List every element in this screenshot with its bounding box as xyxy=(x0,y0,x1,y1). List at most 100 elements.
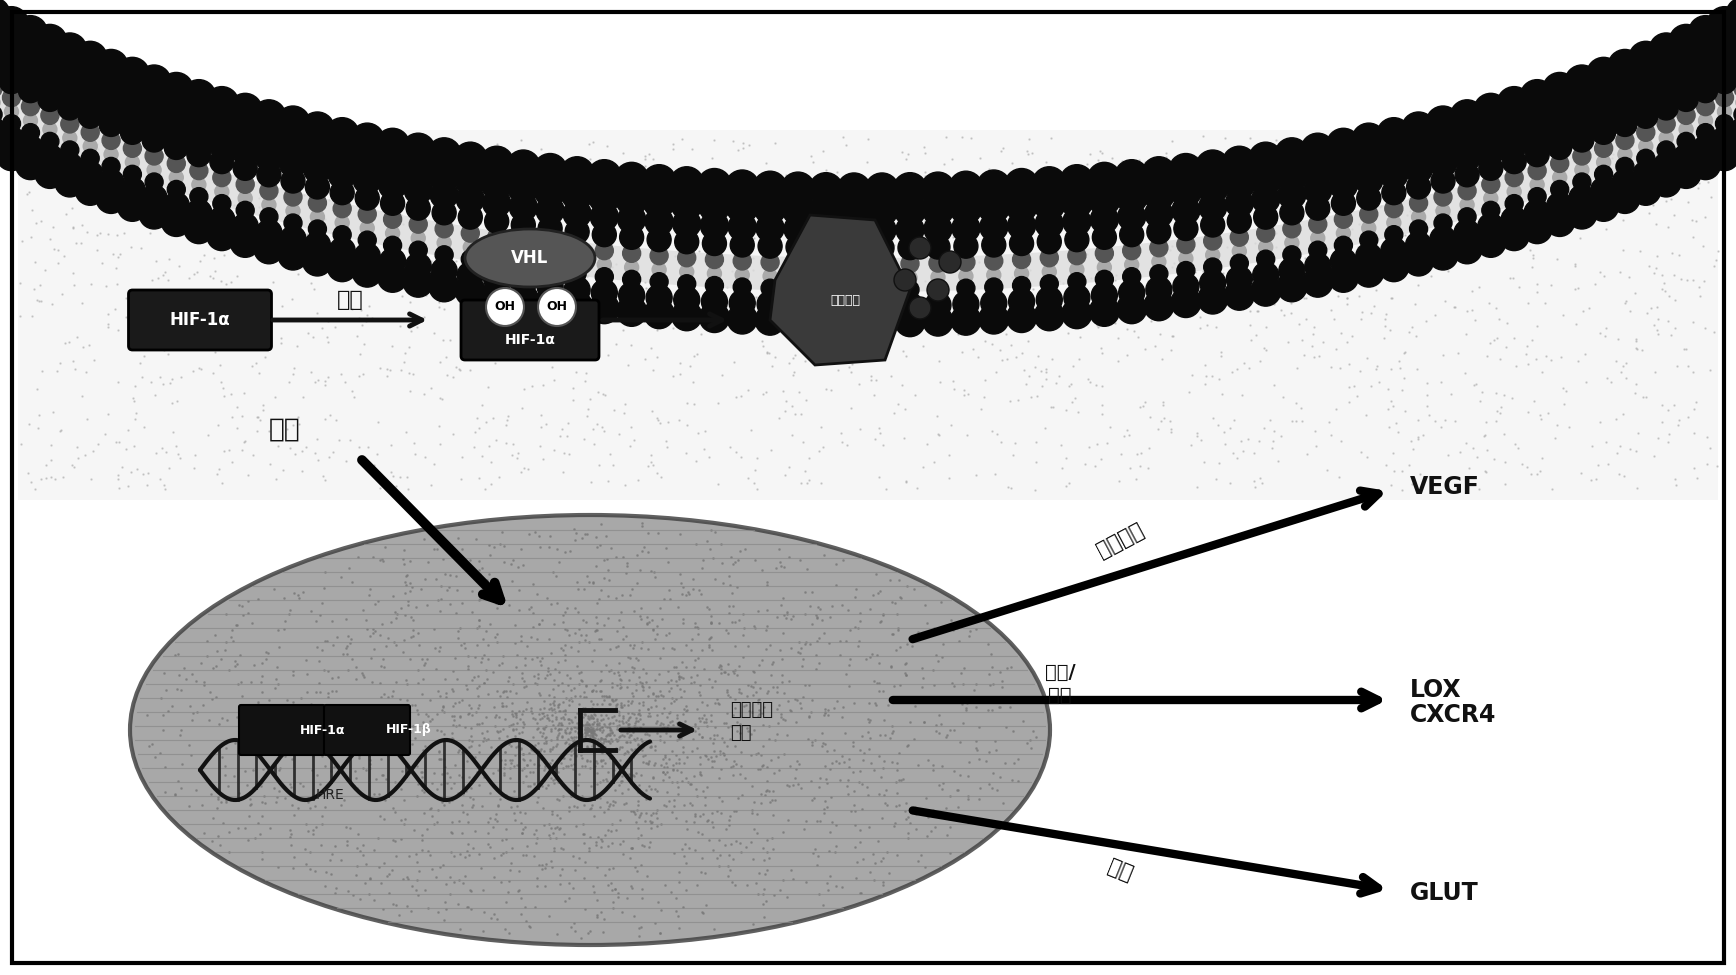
Circle shape xyxy=(309,220,326,238)
Circle shape xyxy=(1359,231,1378,249)
Circle shape xyxy=(1330,249,1356,274)
Circle shape xyxy=(0,140,26,171)
Bar xyxy=(17,130,1719,500)
Circle shape xyxy=(385,226,399,240)
Circle shape xyxy=(898,292,924,319)
Circle shape xyxy=(1477,136,1505,165)
Text: 低氧: 低氧 xyxy=(269,417,300,443)
Circle shape xyxy=(569,254,583,269)
Circle shape xyxy=(1677,106,1694,125)
Circle shape xyxy=(1302,267,1333,297)
Circle shape xyxy=(102,157,120,175)
Circle shape xyxy=(1458,181,1476,200)
Circle shape xyxy=(375,129,410,162)
Circle shape xyxy=(411,231,425,245)
Circle shape xyxy=(1278,180,1305,209)
Circle shape xyxy=(437,236,451,250)
Circle shape xyxy=(285,188,302,206)
Circle shape xyxy=(208,130,236,158)
Circle shape xyxy=(1526,142,1549,167)
Circle shape xyxy=(1174,216,1198,241)
Circle shape xyxy=(790,280,807,298)
Circle shape xyxy=(115,58,149,92)
Circle shape xyxy=(1118,203,1146,231)
Circle shape xyxy=(21,124,40,141)
Circle shape xyxy=(227,94,262,128)
Circle shape xyxy=(1573,147,1590,165)
Circle shape xyxy=(1717,104,1731,119)
Circle shape xyxy=(1198,284,1227,314)
Circle shape xyxy=(184,214,214,244)
Circle shape xyxy=(1095,270,1113,289)
Circle shape xyxy=(977,170,1010,204)
Circle shape xyxy=(351,144,384,176)
Circle shape xyxy=(753,192,786,224)
Circle shape xyxy=(1035,210,1062,238)
Circle shape xyxy=(781,172,814,206)
Circle shape xyxy=(726,191,759,223)
Circle shape xyxy=(488,254,505,272)
Circle shape xyxy=(354,243,380,269)
Circle shape xyxy=(252,99,286,134)
Circle shape xyxy=(1278,272,1307,302)
Circle shape xyxy=(182,100,215,133)
Circle shape xyxy=(903,271,917,285)
Circle shape xyxy=(328,161,356,189)
Circle shape xyxy=(865,173,899,207)
Circle shape xyxy=(1668,24,1703,58)
Circle shape xyxy=(896,307,925,336)
Circle shape xyxy=(453,142,488,176)
Circle shape xyxy=(233,156,257,180)
Circle shape xyxy=(1227,210,1252,233)
Circle shape xyxy=(653,262,667,277)
Circle shape xyxy=(1356,243,1382,269)
Circle shape xyxy=(1550,180,1569,199)
Circle shape xyxy=(950,192,983,224)
Circle shape xyxy=(1618,147,1632,162)
Circle shape xyxy=(1380,161,1408,189)
Circle shape xyxy=(1550,154,1569,173)
Circle shape xyxy=(17,136,43,162)
Circle shape xyxy=(1115,160,1149,194)
Circle shape xyxy=(1035,300,1064,331)
Circle shape xyxy=(1361,221,1375,235)
Circle shape xyxy=(1502,207,1528,233)
Circle shape xyxy=(148,163,161,177)
Circle shape xyxy=(167,180,186,199)
Text: CXCR4: CXCR4 xyxy=(1410,703,1496,727)
Circle shape xyxy=(845,255,863,273)
Circle shape xyxy=(809,173,844,207)
Circle shape xyxy=(561,177,594,210)
Circle shape xyxy=(57,153,83,179)
Circle shape xyxy=(429,159,460,191)
Circle shape xyxy=(597,257,611,272)
Circle shape xyxy=(953,292,979,317)
Circle shape xyxy=(1575,163,1588,177)
Circle shape xyxy=(984,278,1003,296)
Circle shape xyxy=(1354,166,1384,194)
Circle shape xyxy=(681,265,694,279)
Circle shape xyxy=(208,207,234,233)
Circle shape xyxy=(260,208,278,226)
Circle shape xyxy=(953,234,977,258)
Circle shape xyxy=(1007,212,1036,240)
Circle shape xyxy=(0,118,7,143)
Circle shape xyxy=(950,172,983,205)
Circle shape xyxy=(1545,115,1575,143)
Circle shape xyxy=(736,268,750,282)
Circle shape xyxy=(812,215,840,244)
Circle shape xyxy=(1545,207,1575,237)
Circle shape xyxy=(1090,296,1120,327)
Circle shape xyxy=(1691,58,1720,87)
Circle shape xyxy=(870,292,896,319)
Circle shape xyxy=(1335,236,1352,254)
Circle shape xyxy=(0,80,2,98)
Circle shape xyxy=(1476,114,1507,146)
Circle shape xyxy=(1434,214,1451,232)
Circle shape xyxy=(1404,155,1432,183)
Circle shape xyxy=(674,287,700,313)
Circle shape xyxy=(1479,156,1503,180)
Circle shape xyxy=(139,86,170,118)
Circle shape xyxy=(1285,236,1299,250)
Circle shape xyxy=(875,271,889,285)
